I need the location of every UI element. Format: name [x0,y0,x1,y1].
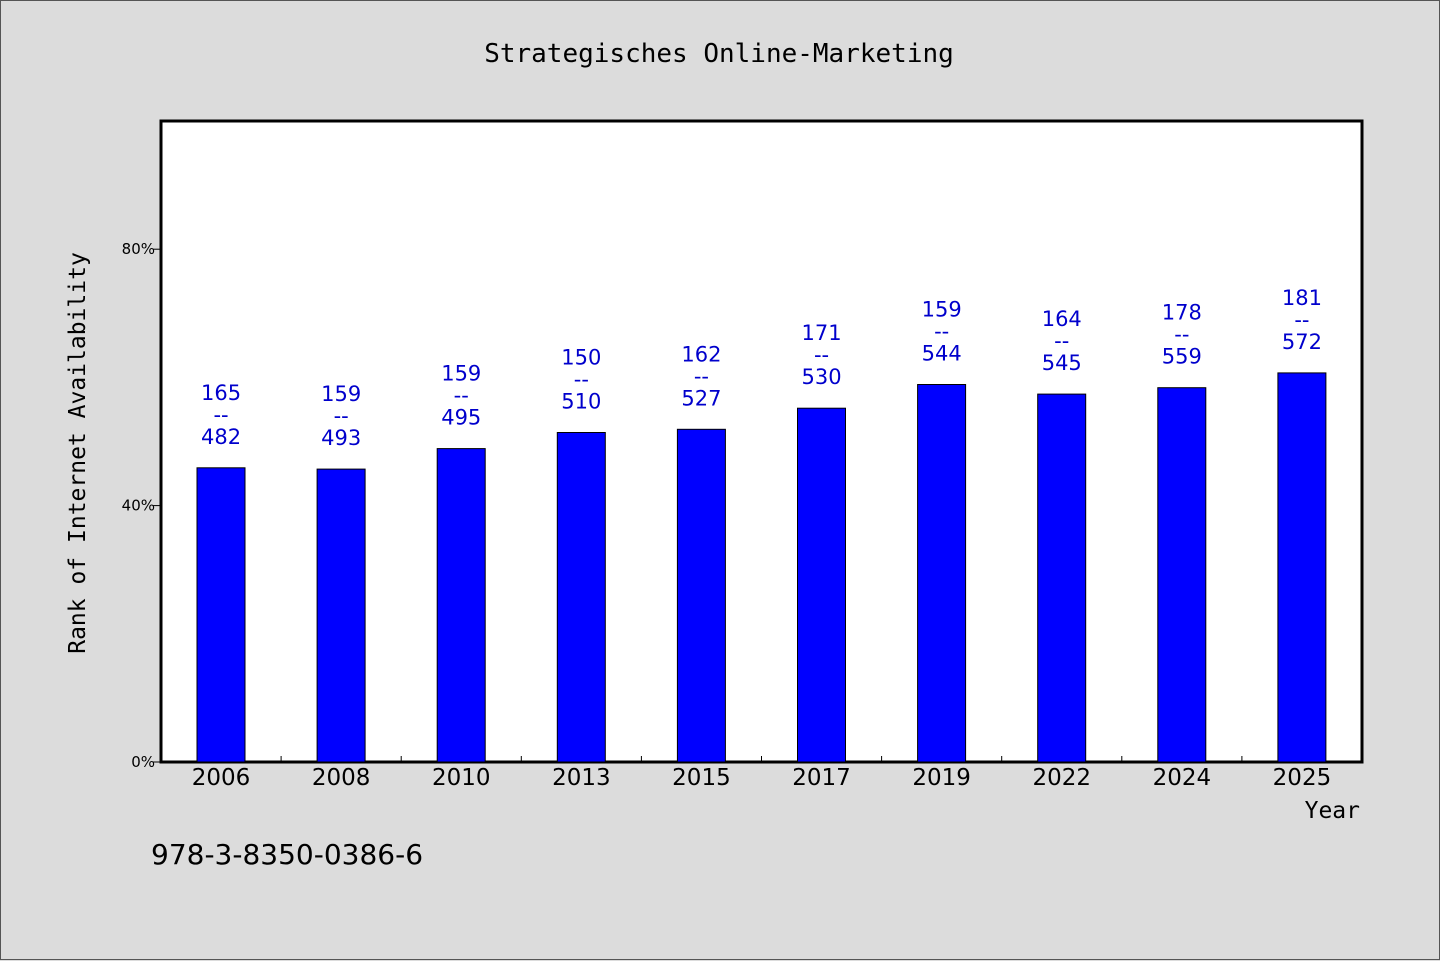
data-label-bottom: 495 [441,406,481,430]
bar-2025 [1277,372,1327,763]
x-tick-label: 2008 [312,765,371,791]
data-label-bottom: 493 [321,426,361,450]
data-label-separator: -- [1174,323,1189,347]
bar-2022 [1037,393,1087,763]
data-label-top: 164 [1042,307,1082,331]
data-label-separator: -- [213,403,228,427]
x-tick-label: 2025 [1273,765,1332,791]
x-axis: 2006 2008 2010 2013 2015 2017 2019 2022 2024 2025 [192,756,1331,791]
data-label-bottom: 510 [561,390,601,414]
y-tick-label: 0% [131,753,155,771]
x-tick-label: 2019 [912,765,971,791]
chart-title: Strategisches Online-Marketing [484,39,954,69]
bar-2024 [1157,387,1207,763]
data-label-top: 159 [922,298,962,322]
data-label-bottom: 559 [1162,345,1202,369]
data-label-top: 181 [1282,286,1322,310]
data-label-bottom: 545 [1042,351,1082,375]
data-label-separator: -- [814,343,829,367]
bar-2019 [917,384,967,763]
bar-2017 [797,407,846,763]
y-axis: 0% 40% 80% [122,240,161,771]
data-label-top: 150 [561,346,601,370]
data-label-top: 159 [321,382,361,406]
data-label-top: 162 [681,342,721,366]
bar-2015 [676,428,726,763]
data-label-bottom: 530 [802,365,842,389]
data-label-top: 171 [802,321,842,345]
data-label-separator: -- [1054,329,1069,353]
x-tick-label: 2015 [672,765,731,791]
x-axis-title: Year [1305,798,1360,824]
data-label-separator: -- [1294,308,1309,332]
bar-2013 [556,432,606,763]
data-label-separator: -- [934,320,949,344]
data-label-top: 165 [201,381,241,405]
isbn-footer: 978-3-8350-0386-6 [151,838,423,871]
y-tick-label: 80% [122,240,155,258]
y-axis-title: Rank of Internet Availability [65,252,91,654]
bar-2010 [436,448,486,763]
x-tick-label: 2022 [1032,765,1091,791]
data-label-bottom: 482 [201,425,241,449]
x-tick-label: 2010 [432,765,491,791]
bar-2006 [196,467,246,763]
data-labels-layer: 165--482159--493159--495150--510162--527… [201,286,1322,450]
data-label-separator: -- [694,364,709,388]
data-label-bottom: 544 [922,342,962,366]
x-tick-label: 2006 [192,765,251,791]
data-label-top: 159 [441,362,481,386]
bar-2008 [316,468,366,763]
data-label-separator: -- [574,368,589,392]
data-label-bottom: 527 [681,386,721,410]
data-label-separator: -- [454,384,469,408]
x-tick-label: 2013 [552,765,611,791]
x-tick-label: 2024 [1153,765,1212,791]
data-label-bottom: 572 [1282,330,1322,354]
data-label-separator: -- [334,404,349,428]
x-tick-label: 2017 [792,765,851,791]
bars-layer [196,372,1327,763]
y-tick-label: 40% [122,497,155,515]
data-label-top: 178 [1162,301,1202,325]
